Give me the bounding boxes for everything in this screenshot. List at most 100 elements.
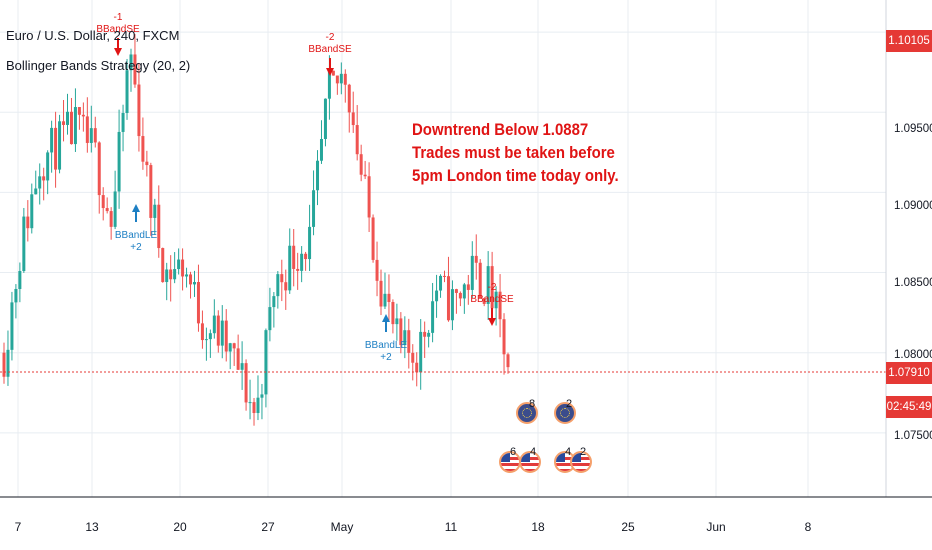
candle-body: [133, 54, 137, 85]
candle-body: [220, 320, 224, 346]
candle-body: [431, 301, 435, 333]
candle-body: [173, 269, 177, 280]
candle-body: [403, 330, 407, 346]
candle-body: [454, 289, 458, 293]
candle-body: [54, 127, 58, 170]
signal-qty-label: +2: [380, 352, 392, 363]
candle-body: [224, 320, 228, 352]
signal-name-label: BBandSE: [308, 44, 352, 55]
candle-body: [339, 73, 343, 84]
candle-body: [284, 282, 288, 291]
candle-body: [18, 271, 22, 289]
event-count: 6: [510, 446, 517, 458]
time-tick-label: 18: [531, 520, 545, 534]
candle-body: [435, 290, 439, 302]
time-tick-label: 8: [804, 520, 812, 534]
strategy-legend[interactable]: Bollinger Bands Strategy (20, 2): [6, 58, 191, 73]
candle-body: [113, 191, 117, 227]
sell-arrow-head-icon: [326, 68, 334, 76]
event-count: 4: [530, 446, 537, 458]
candle-body: [323, 98, 327, 140]
candle-body: [196, 282, 200, 324]
candle-body: [85, 116, 89, 143]
candle-body: [427, 332, 431, 337]
eu-event-flag-icon[interactable]: [554, 402, 576, 424]
time-tick-label: 27: [261, 520, 275, 534]
candle-body: [276, 274, 280, 297]
candle-body: [181, 259, 185, 277]
candle-body: [312, 190, 316, 227]
candle-body: [97, 142, 101, 196]
candle-body: [502, 319, 506, 355]
candle-body: [466, 284, 470, 290]
sell-arrow-head-icon: [488, 318, 496, 326]
candle-body: [260, 394, 264, 398]
candle-body: [506, 354, 510, 368]
price-tick-label: 1.08500: [894, 277, 932, 289]
candle-body: [26, 216, 30, 229]
candle-body: [228, 343, 232, 352]
candle-body: [383, 293, 387, 307]
time-tick-label: 11: [444, 520, 458, 534]
signal-name-label: BBandLE: [365, 340, 408, 351]
candle-body: [288, 245, 292, 291]
candle-body: [93, 128, 97, 143]
candle-body: [62, 121, 66, 125]
top-price-badge: 1.10105: [886, 30, 932, 52]
event-count: 8: [529, 398, 536, 410]
candle-body: [236, 348, 240, 370]
candle-body: [308, 226, 312, 260]
symbol-title: Euro / U.S. Dollar, 240, FXCM: [6, 28, 180, 43]
candle-body: [462, 284, 466, 299]
candle-body: [379, 280, 383, 307]
price-tick-label: 1.09000: [894, 200, 932, 212]
candle-body: [2, 352, 6, 377]
candle-body: [319, 139, 323, 161]
candle-body: [450, 289, 454, 321]
candle-body: [46, 152, 50, 181]
candle-body: [280, 274, 284, 283]
candle-body: [185, 274, 189, 277]
us-event-flag-icon[interactable]: [519, 451, 541, 473]
candle-body: [69, 111, 73, 145]
candle-body: [343, 73, 347, 85]
candle-body: [189, 274, 193, 285]
candle-body: [375, 259, 379, 281]
candle-body: [387, 293, 391, 303]
event-count: 4: [565, 446, 572, 458]
candle-body: [407, 330, 411, 353]
eu-event-flag-icon[interactable]: [516, 402, 538, 424]
candle-body: [300, 253, 304, 271]
candle-body: [200, 323, 204, 341]
candle-body: [415, 362, 419, 373]
candle-body: [10, 302, 14, 350]
signal-name-label: BBandSE: [470, 294, 514, 305]
candle-body: [363, 174, 367, 177]
signal-qty-label: -2: [326, 32, 335, 43]
candle-body: [216, 315, 220, 346]
us-event-flag-icon[interactable]: [570, 451, 592, 473]
signal-name-label: BBandSE: [96, 24, 140, 35]
candle-body: [77, 107, 81, 115]
candle-body: [157, 204, 161, 249]
price-tick-label: 1.08000: [894, 349, 932, 361]
candle-body: [304, 253, 308, 260]
candle-body: [208, 333, 212, 340]
candle-body: [145, 161, 149, 166]
time-tick-label: 25: [621, 520, 635, 534]
candle-body: [474, 255, 478, 263]
candle-body: [117, 131, 121, 192]
candle-body: [419, 331, 423, 373]
candle-body: [101, 195, 105, 209]
signal-qty-label: -1: [114, 12, 123, 23]
annotation-line-2: Trades must be taken before: [412, 143, 615, 162]
candle-body: [391, 302, 395, 325]
time-tick-label: Jun: [706, 520, 726, 534]
candle-body: [355, 125, 359, 155]
candle-body: [177, 259, 181, 270]
candle-body: [327, 70, 331, 99]
candle-body: [478, 262, 482, 299]
signal-qty-label: -2: [488, 282, 497, 293]
current-price-badge: 1.07910: [886, 362, 932, 384]
